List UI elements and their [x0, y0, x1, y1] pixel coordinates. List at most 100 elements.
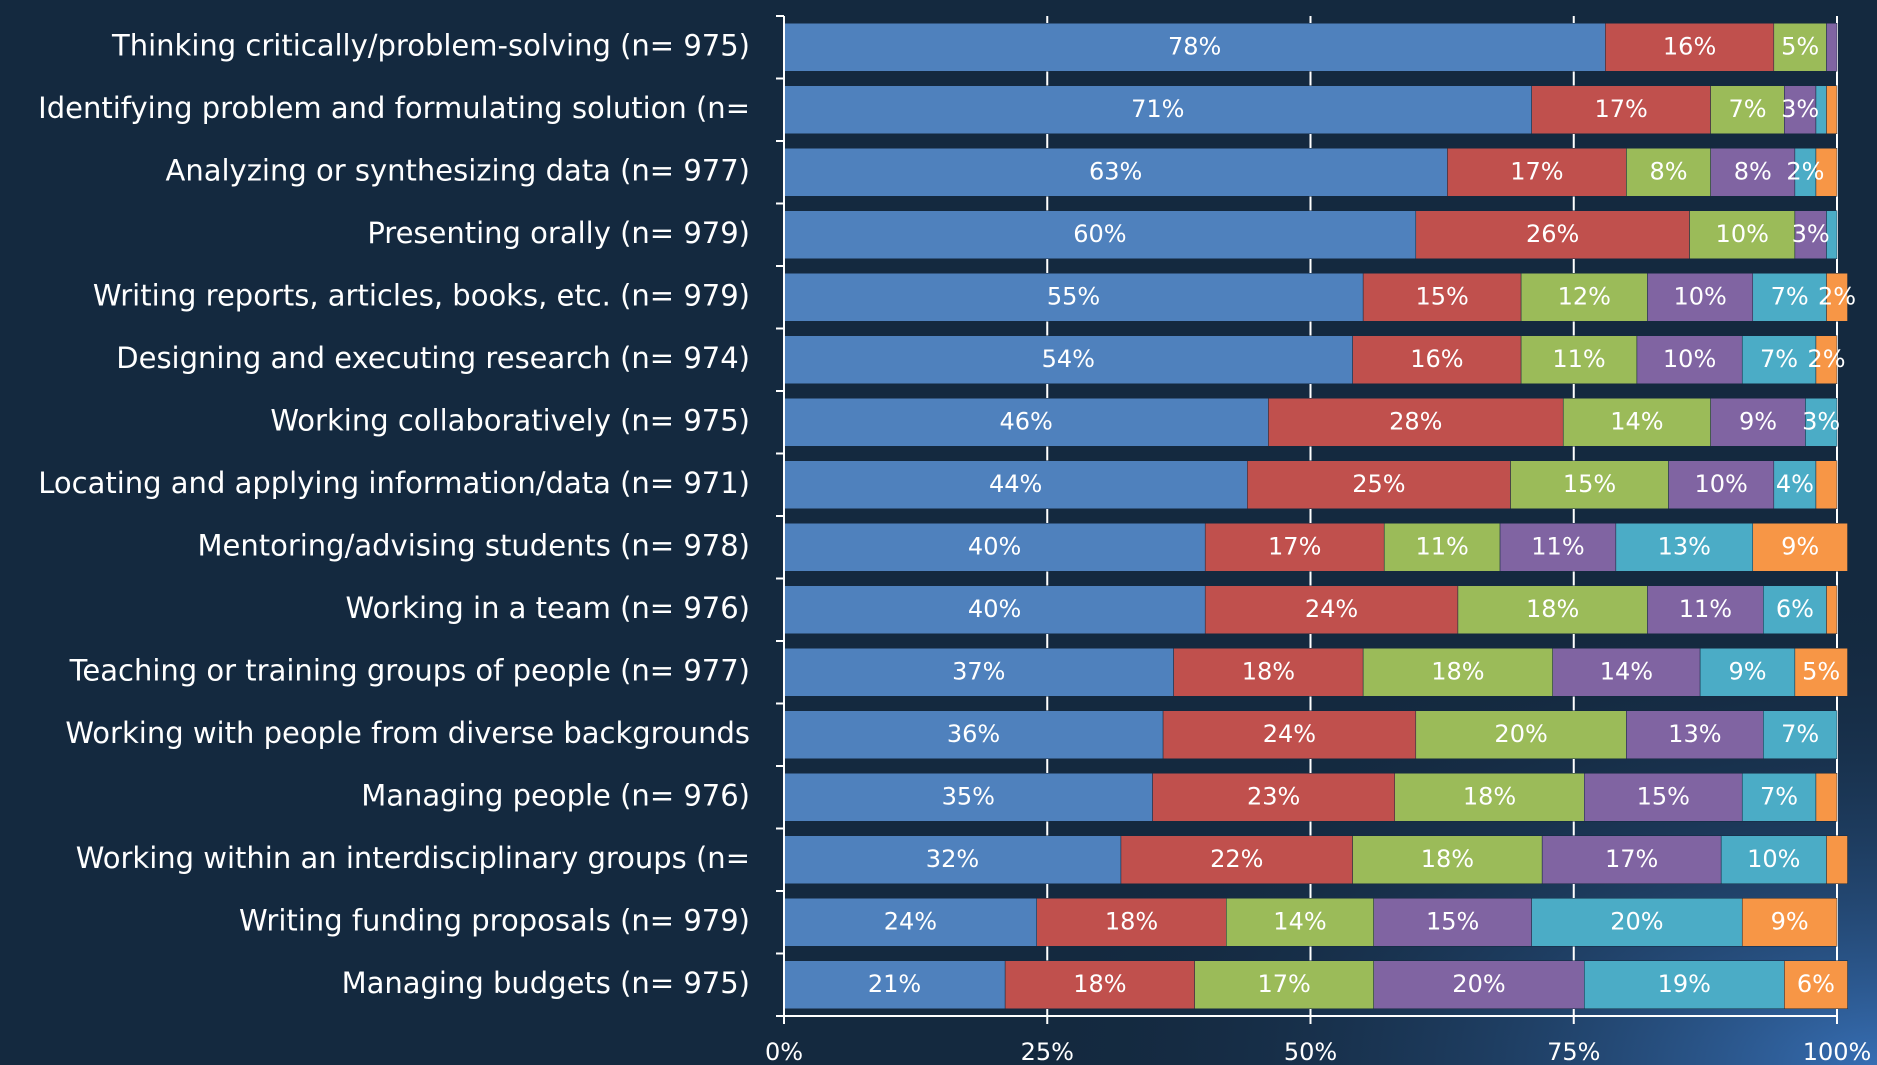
bar-segment	[783, 273, 1364, 322]
bar-segment	[783, 210, 1417, 259]
bar-segment	[1826, 273, 1848, 322]
bar-segment	[1373, 960, 1585, 1009]
bar-segment	[1763, 585, 1827, 634]
value-label: 46%	[1000, 407, 1053, 435]
value-label: 28%	[1389, 407, 1442, 435]
bar-segment	[1173, 648, 1364, 697]
value-label: 24%	[1263, 720, 1316, 748]
bar-segment	[1815, 460, 1838, 509]
value-label: 13%	[1668, 720, 1721, 748]
value-label: 7%	[1781, 720, 1819, 748]
value-label: 63%	[1089, 157, 1142, 185]
value-label: 21%	[868, 970, 921, 998]
bar-segment	[1826, 85, 1838, 134]
value-label: 13%	[1658, 532, 1711, 560]
bar-segment	[1226, 898, 1374, 947]
bar-segment	[1710, 398, 1806, 447]
bar-segment	[1247, 460, 1511, 509]
value-label: 32%	[926, 845, 979, 873]
bar-segment	[783, 523, 1206, 572]
bar-segment	[1584, 773, 1743, 822]
category-label: Identifying problem and formulating solu…	[38, 91, 750, 125]
bar-segment	[1120, 835, 1353, 884]
value-label: 9%	[1739, 407, 1777, 435]
value-label: 9%	[1781, 532, 1819, 560]
value-label: 5%	[1802, 657, 1840, 685]
value-label: 18%	[1105, 907, 1158, 935]
value-label: 3%	[1781, 95, 1819, 123]
category-label: Working within an interdisciplinary grou…	[76, 841, 750, 875]
value-label: 35%	[942, 782, 995, 810]
bar-segment	[1531, 898, 1743, 947]
category-label: Working with people from diverse backgro…	[65, 716, 750, 750]
bar-segment	[1541, 835, 1722, 884]
bar-segment	[1784, 85, 1817, 134]
value-label: 40%	[968, 595, 1021, 623]
value-label: 71%	[1131, 95, 1184, 123]
bar-segment	[1204, 585, 1459, 634]
value-label: 18%	[1463, 782, 1516, 810]
value-label: 3%	[1792, 220, 1830, 248]
bar-segment	[1004, 960, 1195, 1009]
bar-segment	[1520, 273, 1648, 322]
bar-segment	[1415, 710, 1627, 759]
bar-segment	[1741, 773, 1817, 822]
bar-segment	[783, 398, 1269, 447]
bar-segment	[783, 960, 1006, 1009]
value-label: 54%	[1042, 345, 1095, 373]
value-label: 24%	[1305, 595, 1358, 623]
value-label: 18%	[1526, 595, 1579, 623]
bar-segment	[1741, 898, 1838, 947]
value-label: 8%	[1649, 157, 1687, 185]
value-label: 20%	[1452, 970, 1505, 998]
value-label: 15%	[1426, 907, 1479, 935]
bar-segment	[1826, 585, 1838, 634]
bar-segment	[1162, 710, 1417, 759]
value-label: 17%	[1510, 157, 1563, 185]
bar-segment	[1815, 148, 1838, 197]
bar-segment	[1362, 648, 1553, 697]
value-label: 15%	[1563, 470, 1616, 498]
bar-segment	[1689, 210, 1796, 259]
value-label: 11%	[1552, 345, 1605, 373]
bar-segment	[783, 460, 1248, 509]
bar-segment	[1152, 773, 1395, 822]
bar-segment	[1794, 210, 1827, 259]
bar-segment	[1647, 273, 1754, 322]
value-label: 17%	[1594, 95, 1647, 123]
value-label: 18%	[1431, 657, 1484, 685]
value-label: 20%	[1610, 907, 1663, 935]
bar-segment	[1826, 23, 1838, 72]
category-label: Analyzing or synthesizing data (n= 977)	[166, 153, 751, 187]
bar-segment	[1784, 960, 1848, 1009]
value-label: 18%	[1421, 845, 1474, 873]
category-label: Designing and executing research (n= 974…	[116, 341, 750, 375]
value-label: 17%	[1605, 845, 1658, 873]
value-label: 9%	[1771, 907, 1809, 935]
bar-segment	[783, 898, 1037, 947]
value-label: 10%	[1673, 282, 1726, 310]
x-tick-label: 25%	[1021, 1038, 1074, 1065]
x-tick-label: 0%	[765, 1038, 803, 1065]
category-label: Presenting orally (n= 979)	[367, 216, 750, 250]
bar-segment	[1752, 523, 1848, 572]
bar-segment	[1763, 710, 1838, 759]
bar-segment	[1447, 148, 1627, 197]
value-label: 7%	[1760, 345, 1798, 373]
bar-segment	[783, 335, 1353, 384]
value-label: 14%	[1273, 907, 1326, 935]
value-label: 26%	[1526, 220, 1579, 248]
value-label: 10%	[1716, 220, 1769, 248]
bar-segment	[1352, 335, 1522, 384]
bar-segment	[1362, 273, 1522, 322]
bar-segment	[1794, 648, 1848, 697]
bar-segment	[1194, 960, 1374, 1009]
category-label: Teaching or training groups of people (n…	[69, 653, 750, 687]
value-label: 11%	[1679, 595, 1732, 623]
value-label: 3%	[1802, 407, 1840, 435]
category-label: Managing people (n= 976)	[361, 778, 750, 812]
bar-segment	[1710, 85, 1785, 134]
value-label: 6%	[1797, 970, 1835, 998]
